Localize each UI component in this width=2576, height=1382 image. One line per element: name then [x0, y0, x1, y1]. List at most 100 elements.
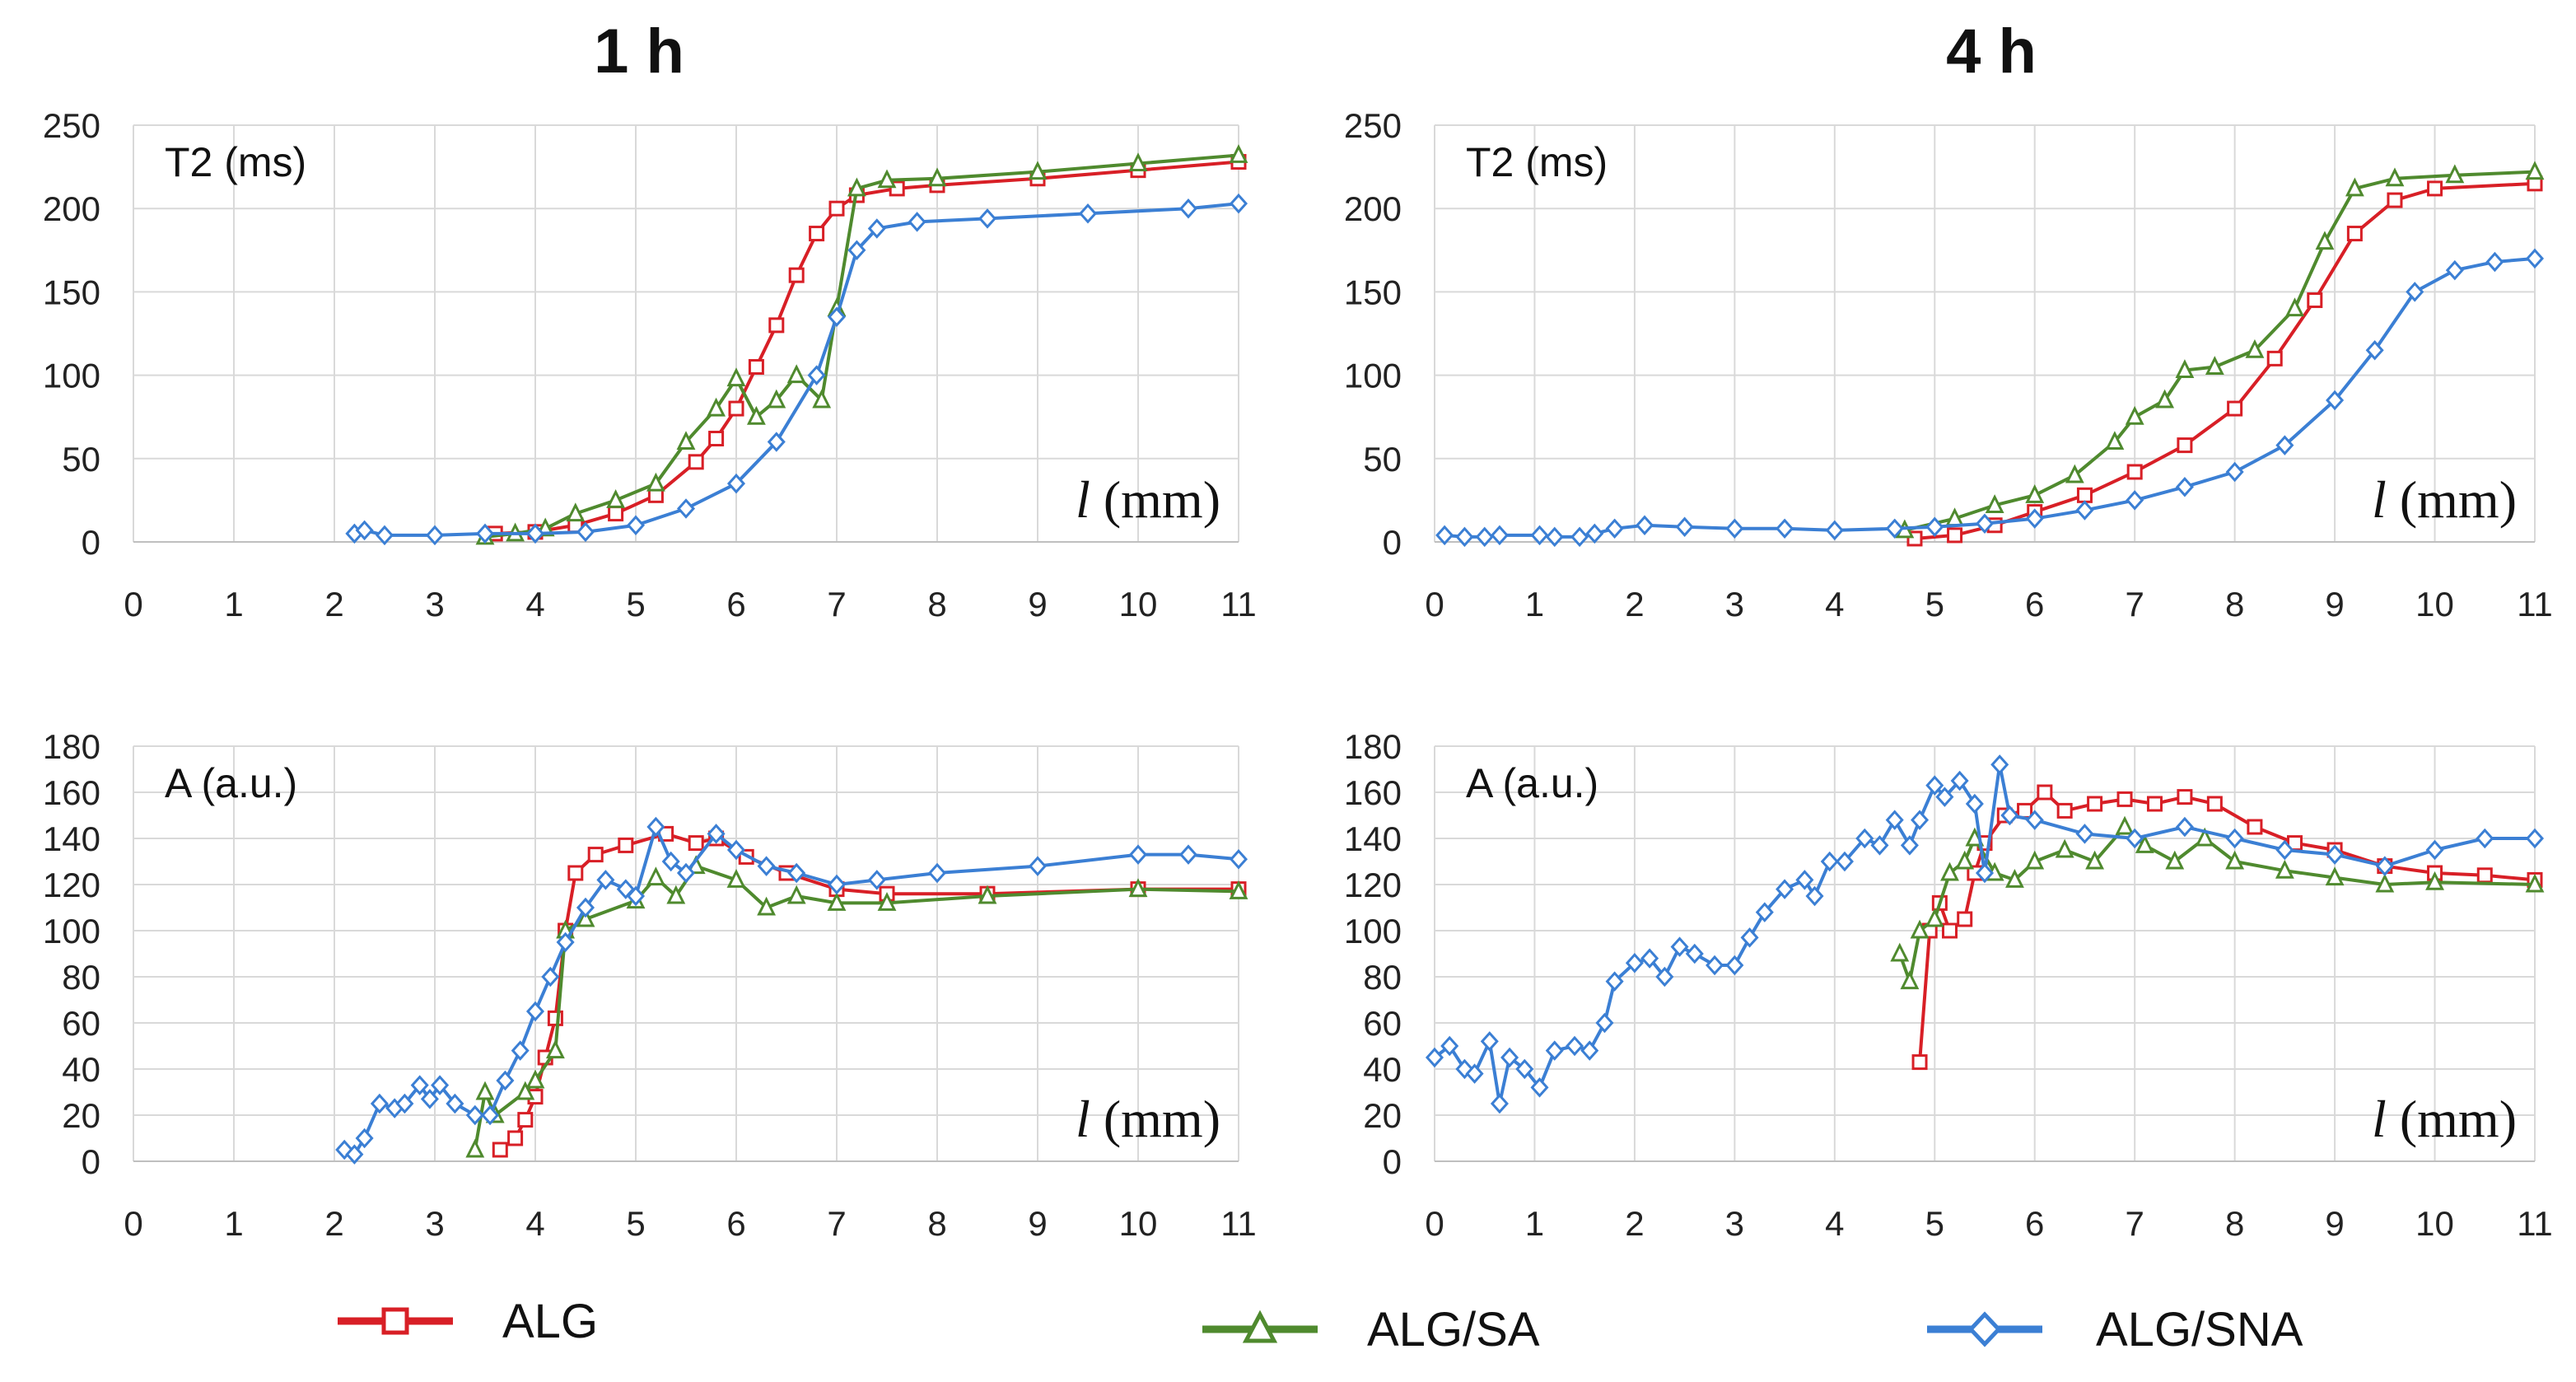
data-point — [726, 473, 746, 494]
data-point — [2126, 828, 2144, 849]
data-point — [1229, 848, 1248, 870]
data-point — [2346, 226, 2363, 242]
data-point — [708, 431, 725, 447]
data-point — [1229, 193, 1248, 214]
data-point — [2116, 791, 2133, 807]
series-line-alg — [1918, 791, 2536, 1062]
legend-label-alg-sa: ALG/SA — [1367, 1303, 1540, 1356]
data-point — [2175, 359, 2195, 379]
x-tick-label: 11 — [2517, 585, 2553, 623]
data-point — [1975, 513, 1995, 534]
data-point — [827, 306, 847, 328]
legend-marker-shape — [1967, 1311, 2002, 1347]
data-point — [2225, 461, 2244, 483]
x-tick-label: 7 — [2126, 1204, 2144, 1243]
data-point — [465, 1104, 484, 1126]
series-alg-sna — [345, 193, 1248, 546]
y-axis-label: A (a.u.) — [165, 760, 297, 806]
data-point — [1910, 919, 1930, 939]
data-point — [676, 431, 696, 451]
data-point — [1500, 1047, 1519, 1068]
data-point — [809, 226, 825, 242]
data-point — [1820, 851, 1839, 872]
data-point — [1911, 1054, 1928, 1071]
data-point — [2105, 431, 2125, 451]
x-tick-label: 9 — [2325, 1204, 2344, 1243]
data-point — [2075, 824, 2094, 844]
x-axis-label: l (mm) — [2372, 470, 2517, 529]
data-point — [1570, 526, 1589, 548]
data-point — [786, 364, 806, 384]
x-tick-label: 11 — [1220, 585, 1257, 623]
data-point — [927, 167, 947, 187]
data-point — [2445, 259, 2464, 281]
data-point — [496, 1070, 515, 1091]
data-point — [1128, 844, 1148, 865]
data-point — [2326, 390, 2345, 411]
data-point — [355, 1128, 374, 1149]
data-point — [2227, 400, 2243, 417]
data-point — [465, 1138, 485, 1158]
series-alg-sa — [1895, 161, 2545, 539]
data-point — [646, 472, 665, 492]
x-tick-label: 9 — [2325, 585, 2344, 623]
data-point — [847, 240, 866, 261]
data-point — [2155, 389, 2175, 409]
x-tick-label: 7 — [2126, 585, 2144, 623]
legend-item-alg: ALG — [338, 1295, 598, 1348]
x-tick-label: 5 — [1925, 585, 1944, 623]
data-point — [1900, 970, 1920, 990]
data-point — [767, 389, 786, 409]
data-point — [2275, 435, 2294, 455]
data-point — [2247, 819, 2263, 835]
data-point — [345, 1144, 364, 1165]
data-point — [1776, 518, 1794, 539]
data-point — [2087, 796, 2103, 812]
data-point — [867, 870, 886, 890]
data-point — [606, 489, 626, 508]
data-point — [566, 502, 586, 522]
title-1h: 1 h — [594, 16, 684, 86]
x-tick-label: 5 — [626, 1204, 645, 1243]
x-tick-label: 8 — [927, 585, 946, 623]
data-point — [2425, 839, 2444, 861]
data-point — [877, 169, 897, 189]
data-point — [2445, 164, 2465, 184]
data-point — [1465, 1063, 1484, 1084]
x-tick-label: 2 — [1625, 1204, 1644, 1243]
data-point — [688, 454, 704, 470]
data-point — [1935, 787, 1954, 807]
data-point — [608, 506, 624, 522]
data-point — [877, 892, 897, 911]
data-point — [567, 865, 584, 881]
data-point — [2126, 490, 2144, 511]
data-point — [1530, 1077, 1549, 1098]
legend-marker-alg-sna — [1967, 1311, 2002, 1347]
x-tick-label: 4 — [525, 1204, 544, 1243]
data-point — [618, 837, 634, 853]
x-tick-label: 6 — [726, 585, 745, 623]
data-point — [475, 1081, 495, 1100]
data-point — [2055, 838, 2074, 858]
series-alg-sna — [1425, 754, 2545, 1114]
data-point — [2175, 816, 2194, 838]
data-point — [786, 885, 806, 904]
data-point — [2205, 356, 2224, 375]
data-point — [2115, 815, 2135, 835]
data-point — [576, 897, 595, 918]
title-4h: 4 h — [1946, 16, 2037, 86]
legend-item-alg-sna: ALG/SNA — [1927, 1303, 2303, 1356]
data-point — [1955, 850, 1975, 870]
y-tick-label: 0 — [1383, 523, 1402, 562]
data-point — [507, 1130, 524, 1146]
x-tick-label: 4 — [1825, 585, 1844, 623]
y-tick-label: 160 — [1344, 773, 1402, 812]
data-point — [676, 862, 696, 884]
x-tick-label: 0 — [124, 585, 142, 623]
data-point — [726, 869, 746, 888]
y-tick-label: 0 — [1383, 1142, 1402, 1181]
series-line-alg-sa — [484, 153, 1239, 539]
data-point — [2485, 251, 2504, 273]
y-tick-label: 150 — [43, 273, 100, 311]
data-point — [1855, 828, 1874, 849]
